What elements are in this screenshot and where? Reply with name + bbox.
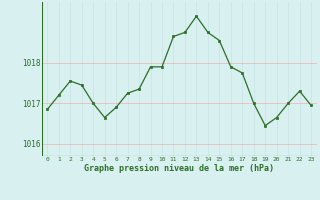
X-axis label: Graphe pression niveau de la mer (hPa): Graphe pression niveau de la mer (hPa) bbox=[84, 164, 274, 173]
